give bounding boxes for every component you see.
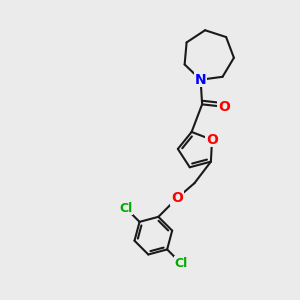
Text: N: N xyxy=(195,73,206,87)
Text: Cl: Cl xyxy=(174,257,188,270)
Text: O: O xyxy=(171,191,183,205)
Text: O: O xyxy=(218,100,230,114)
Text: Cl: Cl xyxy=(119,202,132,214)
Text: O: O xyxy=(206,133,218,147)
